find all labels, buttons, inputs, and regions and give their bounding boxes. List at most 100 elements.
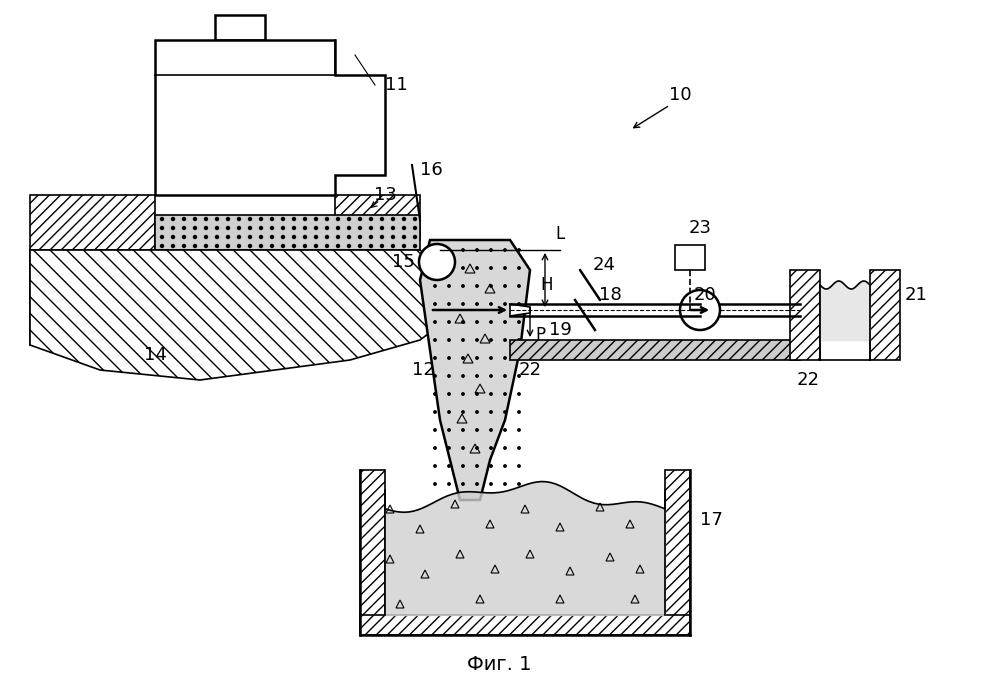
Circle shape — [434, 428, 437, 431]
Text: L: L — [555, 225, 564, 243]
Circle shape — [337, 236, 340, 238]
Circle shape — [348, 236, 351, 238]
Circle shape — [448, 375, 451, 377]
Text: P: P — [535, 326, 545, 344]
Circle shape — [282, 245, 285, 247]
Text: 20: 20 — [693, 286, 716, 304]
Circle shape — [503, 393, 506, 395]
Circle shape — [503, 321, 506, 323]
Text: 16: 16 — [420, 161, 443, 179]
Circle shape — [293, 226, 296, 229]
Circle shape — [434, 483, 437, 485]
Circle shape — [205, 217, 208, 220]
Circle shape — [476, 249, 479, 251]
Circle shape — [462, 249, 465, 251]
Circle shape — [419, 244, 455, 280]
Circle shape — [517, 483, 520, 485]
Circle shape — [490, 411, 493, 413]
Circle shape — [476, 375, 479, 377]
Circle shape — [517, 375, 520, 377]
Circle shape — [476, 483, 479, 485]
Circle shape — [448, 303, 451, 305]
Polygon shape — [30, 250, 155, 345]
Circle shape — [414, 217, 417, 220]
Circle shape — [183, 245, 186, 247]
Circle shape — [448, 483, 451, 485]
Circle shape — [503, 284, 506, 287]
Circle shape — [260, 236, 263, 238]
Circle shape — [476, 321, 479, 323]
Polygon shape — [360, 470, 385, 635]
Circle shape — [216, 245, 219, 247]
Text: 15: 15 — [393, 253, 415, 271]
Circle shape — [517, 356, 520, 359]
Circle shape — [448, 267, 451, 269]
Circle shape — [476, 428, 479, 431]
Circle shape — [271, 236, 274, 238]
Text: 14: 14 — [144, 346, 167, 364]
Polygon shape — [510, 304, 530, 316]
Circle shape — [434, 393, 437, 395]
Circle shape — [293, 236, 296, 238]
Text: 10: 10 — [668, 86, 691, 104]
Circle shape — [392, 226, 395, 229]
Circle shape — [414, 226, 417, 229]
Text: 17: 17 — [700, 511, 723, 529]
Circle shape — [448, 428, 451, 431]
Circle shape — [517, 411, 520, 413]
Text: Фиг. 1: Фиг. 1 — [467, 656, 531, 675]
Circle shape — [462, 483, 465, 485]
Text: H: H — [540, 276, 552, 294]
Circle shape — [503, 411, 506, 413]
Circle shape — [434, 267, 437, 269]
Circle shape — [503, 428, 506, 431]
Circle shape — [172, 236, 175, 238]
Circle shape — [503, 249, 506, 251]
Circle shape — [462, 375, 465, 377]
Text: 21: 21 — [905, 286, 928, 304]
Polygon shape — [335, 195, 420, 240]
Circle shape — [476, 411, 479, 413]
Circle shape — [462, 339, 465, 341]
Circle shape — [194, 226, 197, 229]
Circle shape — [194, 236, 197, 238]
Circle shape — [205, 245, 208, 247]
Polygon shape — [30, 195, 155, 310]
Circle shape — [503, 375, 506, 377]
Circle shape — [381, 226, 384, 229]
Circle shape — [282, 236, 285, 238]
Circle shape — [238, 226, 241, 229]
Circle shape — [370, 226, 373, 229]
Circle shape — [434, 249, 437, 251]
Circle shape — [183, 217, 186, 220]
Circle shape — [348, 245, 351, 247]
Circle shape — [337, 245, 340, 247]
Circle shape — [503, 267, 506, 269]
Circle shape — [490, 356, 493, 359]
Circle shape — [260, 217, 263, 220]
Circle shape — [205, 236, 208, 238]
Circle shape — [517, 303, 520, 305]
Polygon shape — [420, 240, 530, 500]
Circle shape — [517, 284, 520, 287]
Circle shape — [434, 303, 437, 305]
Circle shape — [434, 339, 437, 341]
Circle shape — [227, 217, 230, 220]
Circle shape — [249, 236, 252, 238]
Circle shape — [260, 245, 263, 247]
Circle shape — [448, 393, 451, 395]
Circle shape — [315, 236, 318, 238]
Circle shape — [503, 465, 506, 467]
Circle shape — [476, 356, 479, 359]
Circle shape — [249, 245, 252, 247]
Circle shape — [448, 447, 451, 449]
Circle shape — [490, 303, 493, 305]
Circle shape — [517, 267, 520, 269]
Circle shape — [434, 375, 437, 377]
Circle shape — [434, 356, 437, 359]
Circle shape — [172, 217, 175, 220]
Circle shape — [462, 321, 465, 323]
Circle shape — [490, 483, 493, 485]
Circle shape — [503, 303, 506, 305]
Circle shape — [503, 447, 506, 449]
